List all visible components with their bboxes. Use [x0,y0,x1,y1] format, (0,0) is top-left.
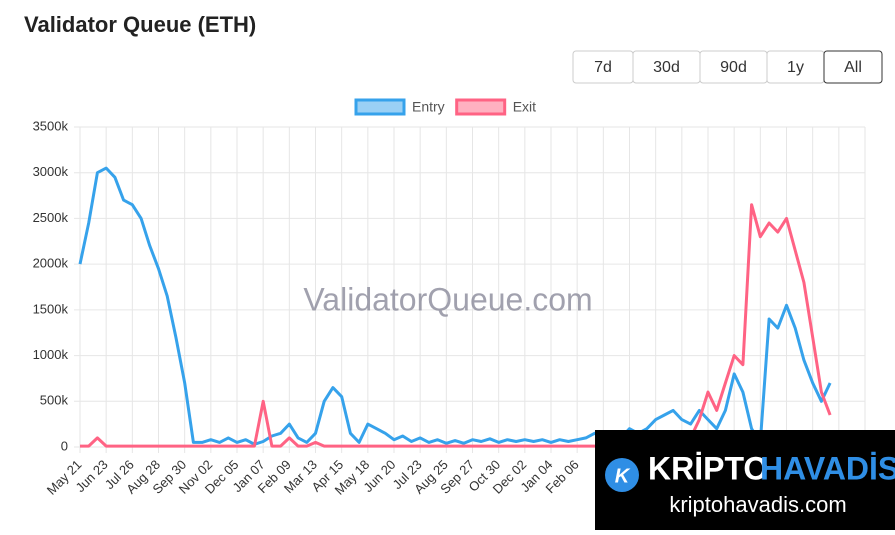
brand-left: KRİPTO [648,450,768,486]
lines [78,166,832,448]
range-button-label[interactable]: 7d [594,59,612,76]
range-button-label[interactable]: 90d [720,59,747,76]
range-button[interactable] [823,50,883,84]
overlay-logo: K KRİPTO HAVADİS kriptohavadis.com [595,430,895,530]
range-button-label[interactable]: 1y [787,59,804,76]
y-tick-label: 0 [61,438,68,453]
y-tick-label: 2500k [33,210,69,225]
logo-letter: K [615,465,631,487]
y-tick-label: 3500k [33,118,69,133]
range-buttons: 7d 30d 90d 1y All [572,50,883,84]
legend-swatch [455,98,507,116]
overlay-bg [595,430,895,530]
title: Validator Queue (ETH) [24,12,256,37]
legend-label: Entry [412,99,445,115]
watermark: ValidatorQueue.com [303,281,592,317]
brand-right: HAVADİS [760,450,895,486]
range-button-label[interactable]: All [844,59,862,76]
range-button-label[interactable]: 30d [653,59,680,76]
logo-circle [605,458,639,492]
series-line [80,203,832,448]
legend-swatch [354,98,406,116]
series-line [78,166,832,446]
y-tick-label: 3000k [33,164,69,179]
y-tick-label: 500k [40,393,69,408]
url: kriptohavadis.com [669,492,846,517]
y-tick-label: 1500k [33,301,69,316]
legend-label: Exit [513,99,536,115]
y-tick-label: 2000k [33,256,69,271]
y-tick-label: 1000k [33,347,69,362]
